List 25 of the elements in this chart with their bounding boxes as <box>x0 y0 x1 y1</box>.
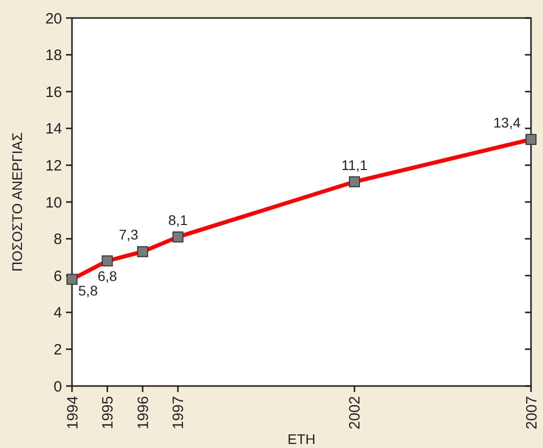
data-label: 11,1 <box>341 156 368 173</box>
y-tick-label: 12 <box>45 157 62 174</box>
x-axis-title: ΕΤΗ <box>288 431 316 447</box>
x-tick-label: 1996 <box>134 396 152 430</box>
y-tick-label: 0 <box>54 378 62 396</box>
data-label: 5,8 <box>78 282 98 298</box>
data-label: 7,3 <box>118 226 139 243</box>
x-tick-label: 2002 <box>346 396 364 430</box>
x-tick-label: 2007 <box>523 396 540 430</box>
y-tick-label: 10 <box>45 194 62 212</box>
data-label: 8,1 <box>168 212 188 228</box>
data-label: 6,8 <box>98 268 118 284</box>
y-tick-label: 18 <box>45 47 62 64</box>
y-tick-label: 16 <box>45 84 62 101</box>
y-tick-label: 8 <box>54 231 62 248</box>
y-tick-label: 4 <box>54 304 62 322</box>
x-tick-label: 1995 <box>100 396 117 430</box>
data-label: 13,4 <box>493 114 521 130</box>
y-tick-label: 2 <box>54 341 62 358</box>
x-tick-label: 1997 <box>170 396 188 430</box>
y-tick-label: 6 <box>54 268 62 285</box>
y-tick-label: 14 <box>45 120 62 138</box>
x-tick-label: 1994 <box>64 396 82 430</box>
y-tick-label: 20 <box>45 10 62 28</box>
y-axis-title: ΠΟΣΟΣΤΟ ΑΝΕΡΓΙΑΣ <box>9 132 25 272</box>
